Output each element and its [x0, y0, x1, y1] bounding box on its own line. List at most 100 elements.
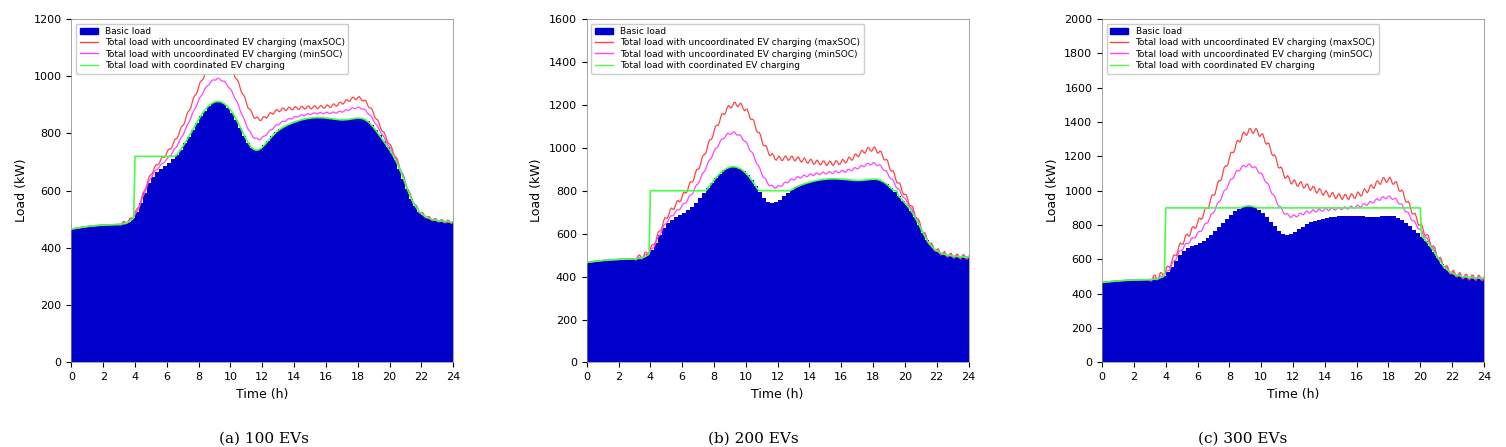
- Bar: [87, 226, 92, 363]
- Bar: [833, 179, 837, 363]
- Bar: [127, 222, 131, 363]
- Bar: [99, 225, 104, 363]
- Bar: [639, 258, 643, 363]
- Bar: [901, 201, 905, 363]
- Bar: [92, 226, 95, 363]
- Bar: [837, 179, 842, 363]
- Bar: [1114, 281, 1117, 363]
- Bar: [1364, 217, 1369, 363]
- Bar: [1205, 238, 1209, 363]
- Bar: [199, 116, 203, 363]
- Bar: [1345, 215, 1349, 363]
- Bar: [1396, 218, 1401, 363]
- Bar: [587, 262, 590, 363]
- Bar: [786, 193, 789, 363]
- Bar: [270, 136, 274, 363]
- Bar: [709, 183, 714, 363]
- Bar: [798, 186, 801, 363]
- Bar: [136, 212, 139, 363]
- Bar: [614, 260, 619, 363]
- Bar: [1226, 219, 1229, 363]
- Bar: [920, 232, 925, 363]
- Bar: [1471, 278, 1476, 363]
- Bar: [349, 119, 354, 363]
- Bar: [279, 129, 282, 363]
- Bar: [830, 179, 833, 363]
- Bar: [1253, 207, 1258, 363]
- Bar: [1170, 267, 1173, 363]
- Bar: [956, 257, 961, 363]
- Bar: [1190, 246, 1194, 363]
- Bar: [619, 259, 622, 363]
- Bar: [1209, 235, 1214, 363]
- Bar: [794, 187, 798, 363]
- Bar: [964, 257, 968, 363]
- Y-axis label: Load (kW): Load (kW): [15, 159, 29, 223]
- Bar: [1389, 216, 1393, 363]
- Bar: [842, 179, 845, 363]
- Bar: [1185, 248, 1190, 363]
- Bar: [1309, 223, 1313, 363]
- Bar: [1158, 278, 1161, 363]
- Bar: [806, 183, 809, 363]
- Bar: [1151, 279, 1154, 363]
- Bar: [267, 141, 270, 363]
- Bar: [893, 192, 898, 363]
- Bar: [1316, 220, 1321, 363]
- Bar: [1459, 276, 1464, 363]
- Bar: [262, 145, 267, 363]
- Bar: [358, 118, 361, 363]
- Bar: [306, 118, 310, 363]
- Bar: [643, 257, 646, 363]
- Bar: [405, 189, 410, 363]
- Bar: [889, 188, 893, 363]
- Bar: [898, 196, 901, 363]
- Text: (b) 200 EVs: (b) 200 EVs: [708, 431, 798, 446]
- Bar: [825, 179, 830, 363]
- Bar: [821, 179, 825, 363]
- Bar: [422, 215, 425, 363]
- Bar: [1393, 216, 1396, 363]
- Bar: [663, 228, 666, 363]
- Bar: [131, 218, 136, 363]
- Bar: [631, 259, 634, 363]
- Bar: [425, 218, 429, 363]
- Bar: [247, 143, 250, 363]
- Bar: [1102, 282, 1105, 363]
- Bar: [1110, 282, 1114, 363]
- Bar: [1420, 237, 1425, 363]
- Bar: [1285, 235, 1289, 363]
- Bar: [777, 199, 782, 363]
- Bar: [738, 169, 742, 363]
- Bar: [670, 220, 675, 363]
- Text: (a) 100 EVs: (a) 100 EVs: [218, 431, 309, 446]
- Bar: [393, 160, 398, 363]
- Bar: [337, 120, 342, 363]
- Bar: [937, 252, 941, 363]
- Bar: [1105, 282, 1110, 363]
- Bar: [857, 181, 861, 363]
- Bar: [191, 130, 194, 363]
- Bar: [434, 220, 437, 363]
- Bar: [291, 123, 294, 363]
- Bar: [303, 119, 306, 363]
- Bar: [869, 179, 873, 363]
- Bar: [298, 120, 303, 363]
- Bar: [651, 250, 655, 363]
- Bar: [666, 223, 670, 363]
- Bar: [694, 203, 699, 363]
- Bar: [1282, 234, 1285, 363]
- Bar: [238, 127, 242, 363]
- Bar: [223, 104, 226, 363]
- Bar: [325, 118, 330, 363]
- Bar: [949, 256, 953, 363]
- Bar: [1241, 207, 1245, 363]
- Bar: [1464, 277, 1468, 363]
- Bar: [286, 125, 291, 363]
- Bar: [1289, 234, 1294, 363]
- Bar: [1384, 216, 1389, 363]
- Bar: [682, 213, 687, 363]
- Bar: [148, 183, 151, 363]
- Bar: [905, 205, 908, 363]
- Bar: [187, 137, 191, 363]
